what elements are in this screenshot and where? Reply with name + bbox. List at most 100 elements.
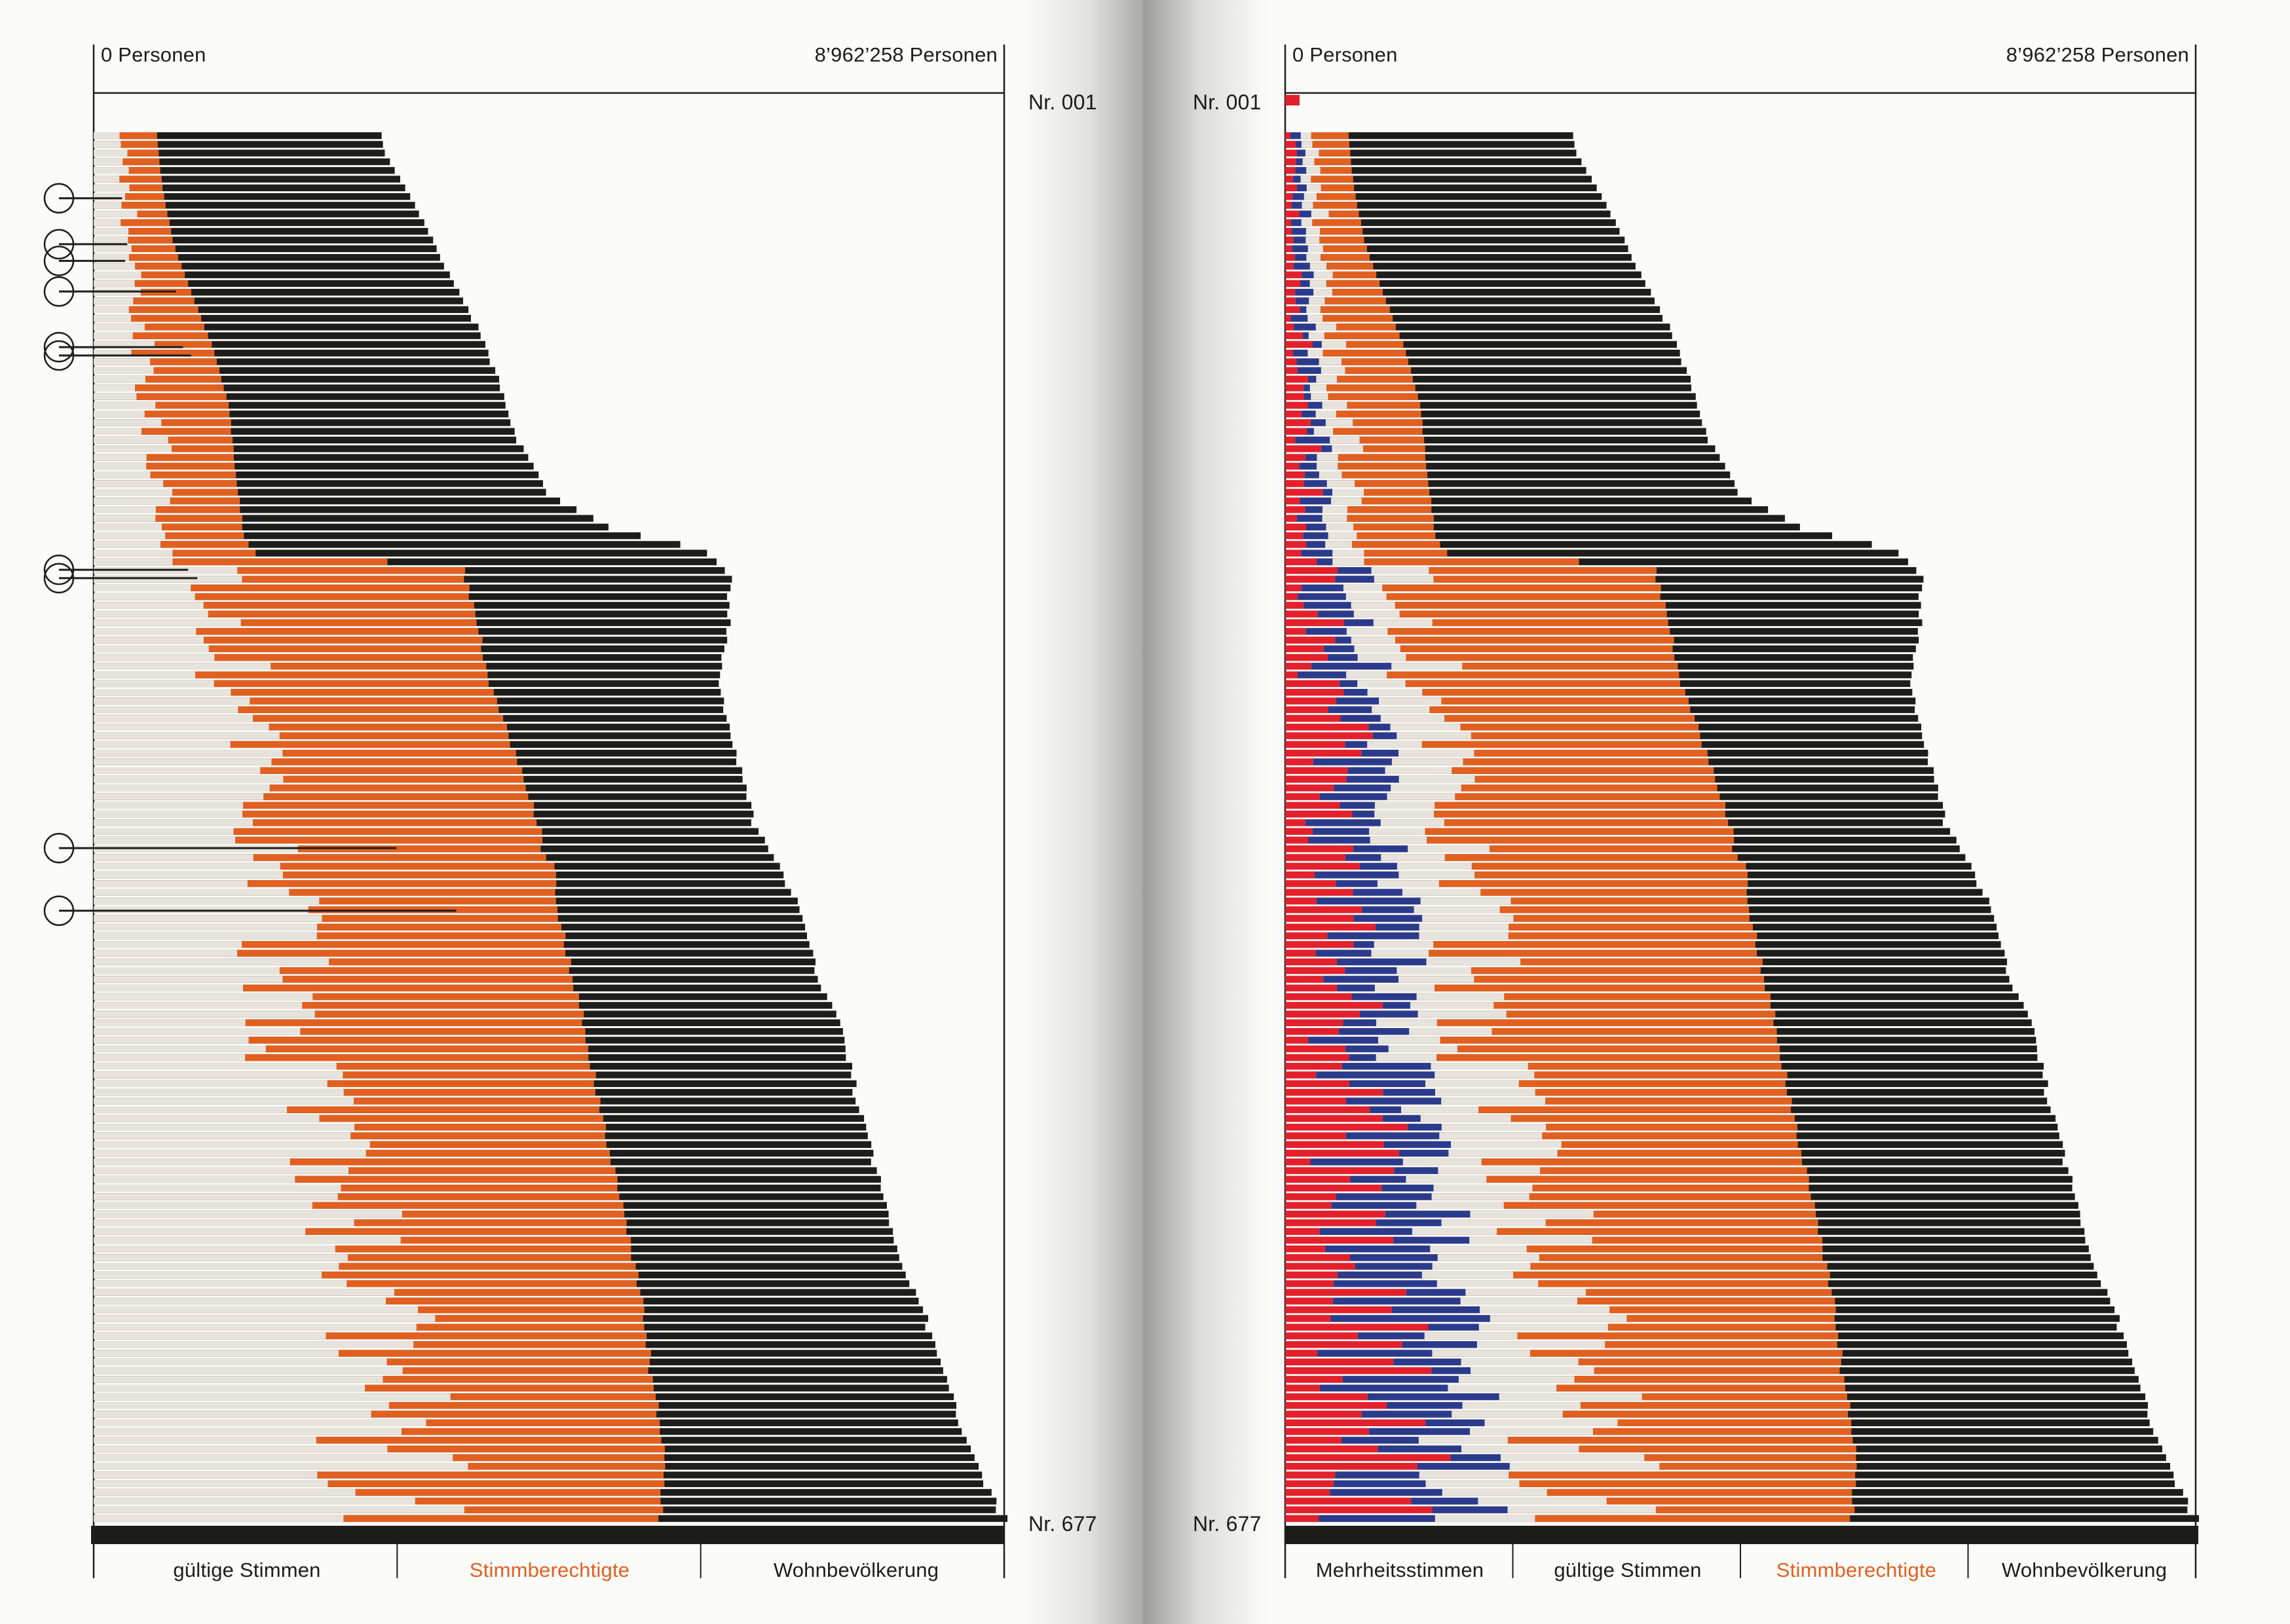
right-majority-no-bar: [1304, 393, 1311, 400]
right-majority-yes-bar: [1285, 358, 1297, 365]
left-valid-votes-bar: [94, 602, 204, 609]
right-majority-yes-bar: [1285, 793, 1320, 800]
left-valid-votes-bar: [94, 1246, 335, 1253]
right-majority-no-bar: [1398, 1149, 1449, 1157]
right-majority-yes-bar: [1285, 506, 1305, 513]
left-marker-circle-icon: [43, 895, 75, 927]
right-majority-no-bar: [1304, 602, 1351, 609]
right-population-bar: [1285, 167, 1586, 174]
right-majority-yes-bar: [1285, 932, 1328, 940]
right-eligible-bar: [1285, 1480, 1856, 1487]
left-eligible-bar: [94, 245, 176, 253]
right-eligible-bar: [1285, 645, 1673, 652]
right-eligible-bar: [1285, 584, 1661, 591]
right-majority-no-bar: [1349, 1080, 1426, 1088]
right-majority-yes-bar: [1285, 923, 1376, 931]
right-majority-no-bar: [1304, 480, 1327, 487]
right-majority-yes-bar: [1285, 1271, 1338, 1279]
right-majority-no-bar: [1431, 1367, 1471, 1375]
right-majority-yes-bar: [1285, 1210, 1385, 1218]
right-majority-yes-bar: [1285, 993, 1352, 1001]
right-majority-no-bar: [1391, 1306, 1480, 1314]
left-eligible-bar: [94, 854, 546, 861]
right-eligible-bar: [1285, 541, 1440, 548]
right-majority-yes-bar: [1285, 445, 1322, 452]
right-majority-no-bar: [1324, 645, 1355, 652]
right-majority-yes-bar: [1285, 341, 1313, 348]
left-valid-votes-bar: [94, 1315, 436, 1322]
right-eligible-bar: [1285, 732, 1700, 739]
right-majority-no-bar: [1300, 306, 1307, 313]
right-eligible-bar: [1285, 289, 1383, 296]
right-majority-yes-bar: [1285, 1141, 1384, 1148]
right-majority-no-bar: [1290, 219, 1302, 227]
right-majority-yes-bar: [1285, 1167, 1395, 1174]
right-majority-yes-bar: [1285, 732, 1373, 739]
left-population-bar: [94, 523, 609, 531]
left-valid-votes-bar: [94, 880, 248, 887]
right-eligible-bar: [1285, 141, 1349, 148]
left-valid-votes-bar: [94, 558, 173, 566]
right-majority-yes-bar: [1285, 984, 1338, 991]
right-eligible-bar: [1285, 871, 1748, 879]
right-population-bar: [1285, 367, 1687, 374]
right-population-bar: [1285, 280, 1645, 287]
right-majority-yes-bar: [1285, 1498, 1412, 1505]
right-eligible-bar: [1285, 1437, 1853, 1444]
right-majority-yes-bar: [1285, 210, 1300, 217]
left-valid-votes-bar: [94, 375, 145, 383]
left-valid-votes-bar: [94, 1098, 354, 1105]
right-majority-no-bar: [1304, 471, 1319, 479]
right-majority-yes-bar: [1285, 1236, 1393, 1244]
right-population-bar: [1285, 462, 1725, 470]
left-eligible-bar: [94, 332, 208, 339]
right-eligible-bar: [1285, 810, 1725, 818]
right-majority-yes-bar: [1285, 1080, 1349, 1088]
left-valid-votes-bar: [94, 245, 132, 253]
right-majority-no-bar: [1346, 775, 1399, 783]
left-eligible-bar: [94, 1480, 665, 1487]
left-marker-circle-icon: [43, 340, 75, 371]
right-majority-yes-bar: [1285, 132, 1290, 139]
right-majority-yes-bar: [1285, 393, 1305, 400]
right-eligible-bar: [1285, 714, 1695, 722]
right-majority-yes-bar: [1285, 836, 1309, 844]
right-majority-no-bar: [1319, 1228, 1412, 1235]
right-majority-no-bar: [1336, 1193, 1432, 1200]
right-eligible-bar: [1285, 245, 1367, 253]
left-valid-votes-bar: [94, 1367, 403, 1375]
right-majority-no-bar: [1291, 202, 1302, 209]
left-eligible-bar: [94, 1167, 616, 1174]
right-majority-no-bar: [1323, 976, 1398, 983]
left-valid-votes-bar: [94, 515, 156, 522]
left-valid-votes-bar: [94, 802, 244, 809]
right-population-bar: [1285, 375, 1691, 383]
right-population-bar: [1285, 541, 1872, 548]
left-valid-votes-bar: [94, 341, 155, 348]
right-eligible-bar: [1285, 1280, 1828, 1287]
right-eligible-bar: [1285, 1263, 1828, 1270]
right-majority-yes-bar: [1285, 184, 1297, 192]
right-eligible-bar: [1285, 158, 1351, 166]
right-population-bar: [1285, 489, 1738, 496]
right-majority-yes-bar: [1285, 1027, 1339, 1035]
right-eligible-bar: [1285, 506, 1432, 513]
left-population-bar: [94, 445, 524, 452]
left-valid-votes-bar: [94, 1471, 318, 1479]
right-eligible-bar: [1285, 862, 1746, 870]
right-eligible-bar: [1285, 1219, 1818, 1227]
right-majority-no-bar: [1381, 1185, 1434, 1192]
left-eligible-bar: [94, 993, 579, 1001]
right-majority-no-bar: [1357, 1332, 1425, 1340]
right-majority-yes-bar: [1285, 845, 1353, 853]
left-eligible-bar: [94, 1088, 595, 1096]
left-population-bar: [94, 245, 437, 253]
right-majority-yes-bar: [1285, 1063, 1342, 1070]
left-eligible-bar: [94, 602, 474, 609]
right-majority-no-bar: [1304, 384, 1310, 392]
right-eligible-bar: [1285, 314, 1393, 322]
right-majority-no-bar: [1292, 193, 1304, 200]
left-population-bar: [94, 532, 641, 540]
left-eligible-bar: [94, 584, 470, 591]
right-legend-majority-votes: Mehrheitsstimmen: [1315, 1559, 1484, 1581]
